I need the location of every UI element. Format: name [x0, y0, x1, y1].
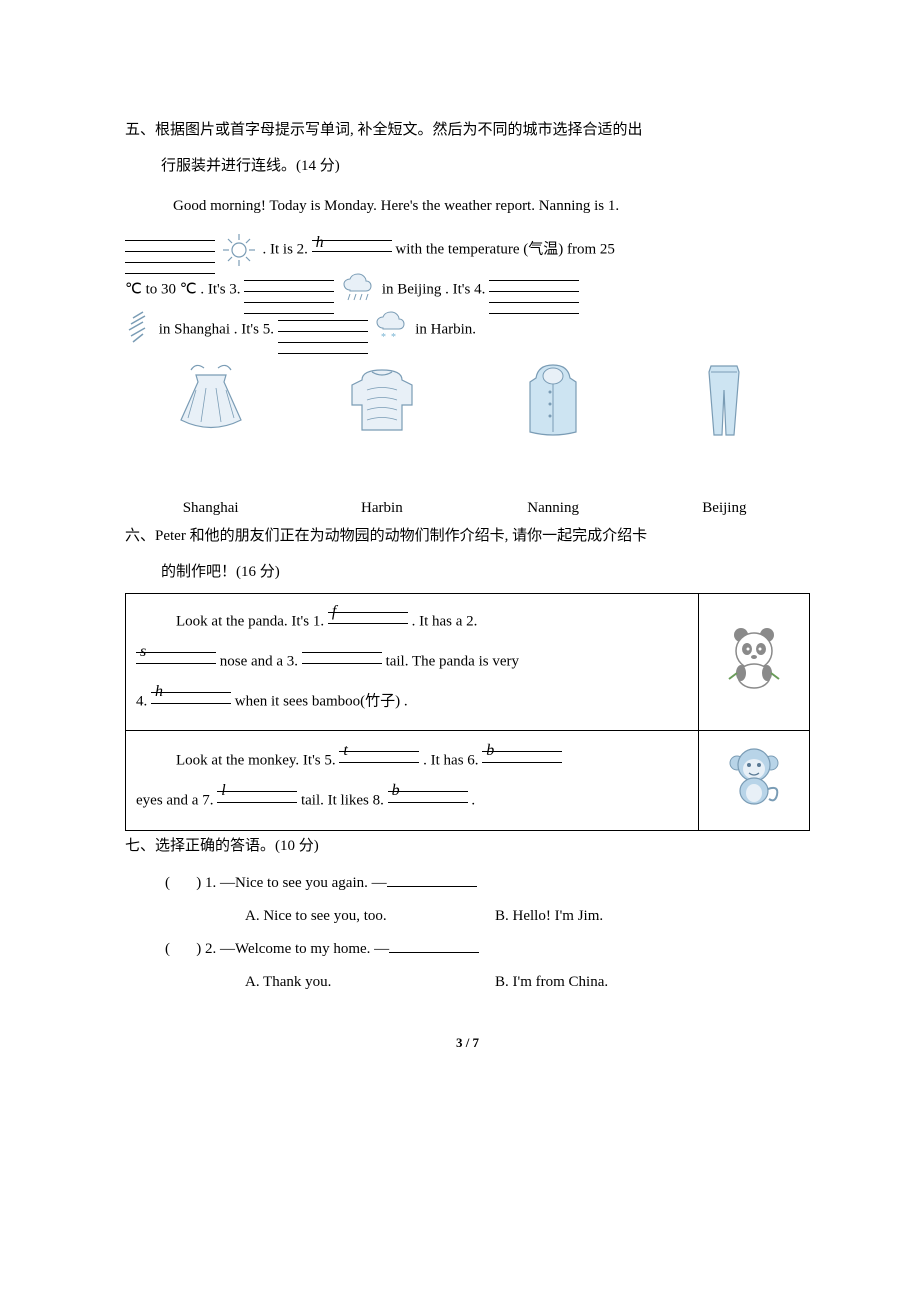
svg-text:*: *: [381, 332, 386, 343]
s5-t-temp: with the temperature (气温) from 25: [395, 241, 615, 257]
table-row: Look at the monkey. It's 5. t . It has 6…: [126, 731, 810, 831]
svg-text:*: *: [391, 332, 396, 343]
s5-line3: ℃ to 30 ℃ . It's 3. in Beijing . It's 4.: [125, 270, 810, 310]
blank-6-8[interactable]: b: [388, 781, 468, 821]
sweater-icon: [337, 360, 427, 440]
q2-text: ( ) 2. —Welcome to my home. —: [165, 941, 389, 957]
section5-body: Good morning! Today is Monday. Here's th…: [125, 187, 810, 350]
s5-line2: . It is 2. h with the temperature (气温) f…: [125, 230, 810, 270]
blank-6-2[interactable]: s: [136, 642, 216, 682]
hint-t: t: [343, 742, 347, 759]
sec5-line1: 根据图片或首字母提示写单词, 补全短文。然后为不同的城市选择合适的出: [155, 122, 643, 138]
q2-optB[interactable]: B. I'm from China.: [495, 966, 608, 999]
section5-heading: 五、根据图片或首字母提示写单词, 补全短文。然后为不同的城市选择合适的出: [125, 115, 810, 145]
clothing-row: [125, 360, 810, 440]
skirt-icon: [166, 360, 256, 440]
snow-cloud-icon: **: [371, 310, 411, 350]
sec6-line1: Peter 和他的朋友们正在为动物园的动物们制作介绍卡, 请你一起完成介绍卡: [155, 528, 647, 544]
panda-image-cell: [699, 594, 810, 731]
raincoat-icon: [508, 360, 598, 440]
city-shanghai: Shanghai: [166, 500, 256, 517]
q2-opts: A. Thank you. B. I'm from China.: [125, 966, 810, 999]
r2t4: tail. It likes 8.: [301, 792, 388, 808]
hint-h: h: [316, 234, 324, 251]
r1t3: nose and a 3.: [220, 653, 302, 669]
q1: ( ) 1. —Nice to see you again. —: [125, 867, 810, 900]
blank-6-4[interactable]: h: [151, 682, 231, 722]
s5-intro: Good morning! Today is Monday. Here's th…: [125, 187, 810, 226]
sec6-prefix: 六、: [125, 528, 155, 544]
blank-6-3[interactable]: [302, 642, 382, 682]
r1t6: when it sees bamboo(竹子) .: [235, 693, 408, 709]
r1t4: tail. The panda is very: [386, 653, 519, 669]
rain-cloud-icon: [338, 270, 378, 310]
r2t2: . It has 6.: [423, 752, 482, 768]
hint-b2: b: [392, 782, 400, 799]
page-footer: 3 / 7: [125, 1035, 810, 1051]
q1-optB[interactable]: B. Hello! I'm Jim.: [495, 900, 603, 933]
table-row: Look at the panda. It's 1. f . It has a …: [126, 594, 810, 731]
city-nanning: Nanning: [508, 500, 598, 517]
page: 五、根据图片或首字母提示写单词, 补全短文。然后为不同的城市选择合适的出 行服装…: [0, 0, 920, 1091]
blank-4[interactable]: [489, 270, 579, 310]
panda-icon: [719, 621, 789, 691]
s5-t-itis2: . It is 2.: [263, 241, 312, 257]
pants-icon: [679, 360, 769, 440]
s5-t-c30: ℃ to 30 ℃ . It's 3.: [125, 281, 244, 297]
blank-3[interactable]: [244, 270, 334, 310]
s5-t-beijing: in Beijing . It's 4.: [382, 281, 489, 297]
section5-heading-line2: 行服装并进行连线。(14 分): [125, 151, 810, 181]
r2t5: .: [471, 792, 475, 808]
animal-card-table: Look at the panda. It's 1. f . It has a …: [125, 593, 810, 831]
hint-b: b: [486, 742, 494, 759]
r2t3: eyes and a 7.: [136, 792, 217, 808]
monkey-text-cell: Look at the monkey. It's 5. t . It has 6…: [126, 731, 699, 831]
panda-text-cell: Look at the panda. It's 1. f . It has a …: [126, 594, 699, 731]
blank-6-6[interactable]: b: [482, 741, 562, 781]
blank-6-5[interactable]: t: [339, 741, 419, 781]
blank-2[interactable]: h: [312, 230, 392, 270]
r2t1: Look at the monkey. It's 5.: [176, 752, 339, 768]
blank-6-1[interactable]: f: [328, 602, 408, 642]
monkey-icon: [719, 739, 789, 809]
q1-opts: A. Nice to see you, too. B. Hello! I'm J…: [125, 900, 810, 933]
s5-t-harbin: in Harbin.: [415, 321, 476, 337]
s5-t-shanghai: in Shanghai . It's 5.: [159, 321, 278, 337]
section6-heading: 六、Peter 和他的朋友们正在为动物园的动物们制作介绍卡, 请你一起完成介绍卡: [125, 521, 810, 551]
r1t2: . It has a 2.: [412, 613, 478, 629]
section6-heading-line2: 的制作吧！(16 分): [125, 557, 810, 587]
sun-icon: [219, 230, 259, 270]
q1-optA[interactable]: A. Nice to see you, too.: [245, 900, 495, 933]
city-labels: Shanghai Harbin Nanning Beijing: [125, 500, 810, 517]
monkey-image-cell: [699, 731, 810, 831]
q2-optA[interactable]: A. Thank you.: [245, 966, 495, 999]
hint-l: l: [221, 782, 225, 799]
s5-line4: in Shanghai . It's 5. ** in Harbin.: [125, 310, 810, 350]
r1t5: 4.: [136, 693, 151, 709]
blank-5[interactable]: [278, 310, 368, 350]
city-beijing: Beijing: [679, 500, 769, 517]
hint-s: s: [140, 643, 146, 660]
blank-6-7[interactable]: l: [217, 781, 297, 821]
q1-blank[interactable]: [387, 871, 477, 887]
hint-h2: h: [155, 683, 163, 700]
sec5-prefix: 五、: [125, 122, 155, 138]
q2: ( ) 2. —Welcome to my home. —: [125, 933, 810, 966]
section7-heading: 七、选择正确的答语。(10 分): [125, 831, 810, 861]
city-harbin: Harbin: [337, 500, 427, 517]
blank-1[interactable]: [125, 230, 215, 270]
hint-f: f: [332, 603, 336, 620]
r1t1: Look at the panda. It's 1.: [176, 613, 328, 629]
q1-text: ( ) 1. —Nice to see you again. —: [165, 875, 387, 891]
q2-blank[interactable]: [389, 937, 479, 953]
wind-icon: [125, 310, 155, 350]
